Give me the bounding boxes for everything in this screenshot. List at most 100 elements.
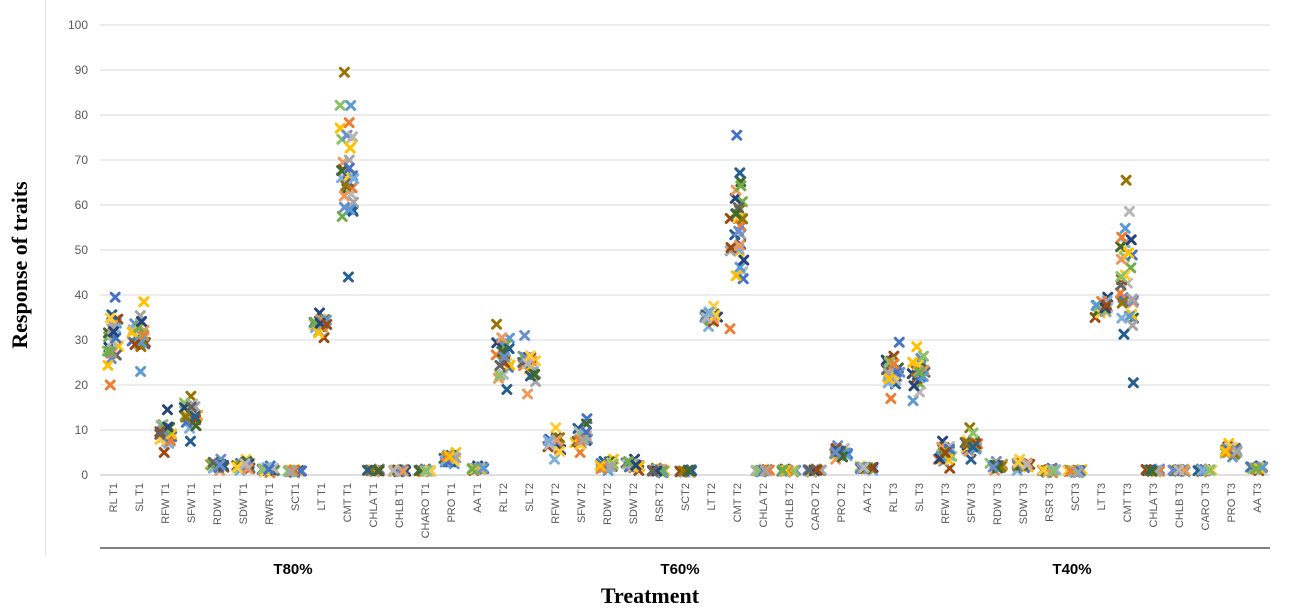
data-point-marker: [737, 273, 749, 285]
data-point-marker: [551, 434, 563, 446]
y-tick-label: 80: [75, 108, 89, 122]
data-point-marker: [682, 464, 694, 476]
data-point-marker: [733, 225, 745, 237]
x-tick-label: LT T2: [706, 483, 718, 511]
data-point-marker: [883, 373, 895, 385]
x-tick-label: PRO T1: [446, 483, 458, 523]
x-tick-label: RL T2: [498, 483, 510, 512]
x-tick-label: SL T1: [134, 483, 146, 512]
x-tick-label: RFW T1: [160, 483, 172, 524]
data-point-marker: [519, 330, 531, 341]
x-tick-label: CHLA T2: [758, 483, 770, 527]
data-point-marker: [542, 435, 554, 447]
data-point-marker: [524, 350, 536, 362]
data-point-marker: [1126, 293, 1138, 305]
data-point-marker: [1196, 464, 1208, 476]
data-point-marker: [829, 446, 841, 458]
data-point-marker: [803, 464, 815, 476]
data-point-marker: [184, 435, 196, 447]
x-tick-label: RDW T1: [212, 483, 224, 525]
data-point-marker: [1125, 234, 1137, 246]
data-point-marker: [501, 384, 513, 395]
data-point-marker: [735, 180, 747, 192]
data-point-marker: [888, 358, 900, 370]
data-point-marker: [138, 296, 150, 308]
data-point-marker: [109, 291, 121, 303]
y-tick-label: 10: [75, 423, 89, 437]
y-tick-label: 40: [75, 288, 89, 302]
data-point-marker: [498, 351, 510, 363]
data-point-marker: [419, 465, 431, 477]
data-point-marker: [630, 459, 642, 471]
x-tick-label: AA T2: [862, 483, 874, 513]
data-point-marker: [738, 254, 750, 266]
data-point-marker: [522, 358, 534, 370]
data-point-marker: [154, 426, 166, 438]
data-point-marker: [885, 393, 897, 404]
data-point-marker: [102, 359, 114, 371]
data-point-marker: [189, 410, 201, 422]
x-tick-label: RFW T2: [550, 483, 562, 524]
x-tick-label: SFW T1: [186, 483, 198, 523]
data-point-marker: [967, 441, 979, 453]
data-point-marker: [190, 420, 202, 432]
data-point-marker: [858, 461, 870, 473]
data-point-marker: [1090, 299, 1102, 311]
data-point-marker: [577, 434, 589, 446]
data-point-marker: [496, 332, 508, 344]
data-point-marker: [1114, 287, 1126, 299]
x-tick-label: PRO T3: [1226, 483, 1238, 523]
y-tick-label: 100: [68, 18, 88, 32]
x-tick-label: CHLB T1: [394, 483, 406, 528]
data-point-marker: [214, 459, 226, 471]
data-point-marker: [1146, 465, 1158, 477]
y-tick-label: 50: [75, 243, 89, 257]
data-point-marker: [1127, 377, 1139, 389]
data-point-marker: [180, 411, 192, 423]
data-point-marker: [103, 345, 115, 357]
data-point-marker: [907, 395, 919, 407]
data-point-marker: [733, 239, 745, 251]
data-point-marker: [965, 453, 977, 465]
data-point-marker: [344, 142, 356, 154]
x-tick-label: CHARO T1: [420, 483, 432, 538]
y-tick-label: 60: [75, 198, 89, 212]
data-point-marker: [477, 462, 489, 474]
data-point-marker: [759, 465, 771, 477]
x-tick-label: CHLA T1: [368, 483, 380, 527]
data-point-marker: [548, 453, 560, 465]
data-point-marker: [907, 356, 919, 368]
data-point-marker: [1123, 247, 1134, 259]
data-point-marker: [285, 466, 297, 478]
data-point-marker: [777, 464, 789, 476]
y-tick-label: 0: [81, 468, 88, 482]
data-point-marker: [441, 451, 453, 463]
x-tick-label: CARO T2: [810, 483, 822, 530]
data-point-marker: [347, 131, 359, 143]
data-point-marker: [893, 336, 905, 348]
y-tick-label: 30: [75, 333, 89, 347]
x-tick-label: RFW T3: [940, 483, 952, 524]
data-point-marker: [504, 359, 516, 371]
x-tick-label: RSR T2: [654, 483, 666, 522]
x-tick-label: CHLB T2: [784, 483, 796, 528]
x-tick-label: CMT T2: [732, 483, 744, 522]
data-point-marker: [837, 451, 849, 463]
data-point-marker: [1115, 279, 1127, 291]
data-point-marker: [343, 162, 355, 174]
data-point-marker: [914, 366, 926, 378]
x-tick-label: SDW T3: [1018, 483, 1030, 524]
data-point-marker: [1100, 299, 1112, 311]
y-axis-title: Response of traits: [7, 181, 32, 349]
data-point-marker: [729, 192, 741, 204]
data-point-marker: [1012, 456, 1024, 468]
data-point-marker: [133, 321, 145, 333]
data-point-marker: [550, 422, 562, 434]
data-point-marker: [1116, 297, 1128, 309]
data-point-marker: [397, 465, 409, 477]
x-tick-label: SL T2: [524, 483, 536, 512]
data-point-marker: [1127, 319, 1139, 331]
data-point-marker: [1120, 174, 1132, 186]
data-point-marker: [725, 242, 737, 254]
data-point-marker: [623, 456, 635, 468]
